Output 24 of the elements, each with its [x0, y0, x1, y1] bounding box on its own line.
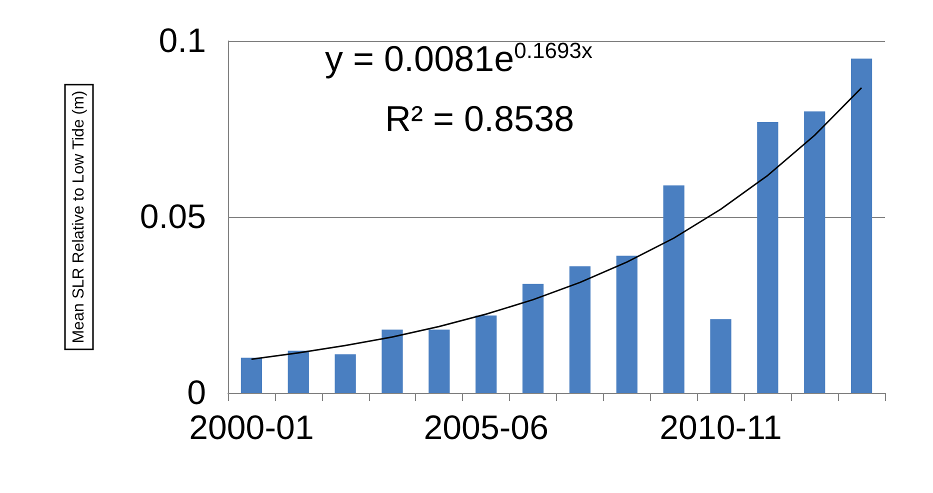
y-tick-label: 0 — [187, 374, 206, 412]
y-tick-label: 0.1 — [158, 22, 206, 60]
annotation: y = 0.0081e$^{0.1693x}$ — [325, 38, 592, 80]
bar — [569, 266, 591, 393]
y-axis-title: Mean SLR Relative to Low Tide (m) — [70, 90, 88, 344]
bar — [663, 185, 684, 393]
x-tick-label: 2010-11 — [660, 409, 782, 447]
bar — [476, 316, 497, 393]
x-tick-label: 2000-01 — [189, 409, 314, 447]
line-series — [250, 87, 862, 360]
bar — [428, 330, 450, 393]
bar — [804, 111, 826, 393]
bar — [710, 319, 732, 393]
bar — [616, 256, 638, 393]
y-tick-label: 0.05 — [140, 198, 206, 236]
bar — [382, 330, 403, 393]
annotation: R² = 0.8538 — [385, 98, 574, 140]
bar — [288, 350, 309, 393]
bar — [522, 284, 544, 393]
bar — [757, 122, 778, 393]
bar — [240, 358, 262, 393]
bar — [334, 354, 356, 393]
bar — [850, 58, 872, 393]
x-tick-label: 2005-06 — [424, 409, 548, 447]
